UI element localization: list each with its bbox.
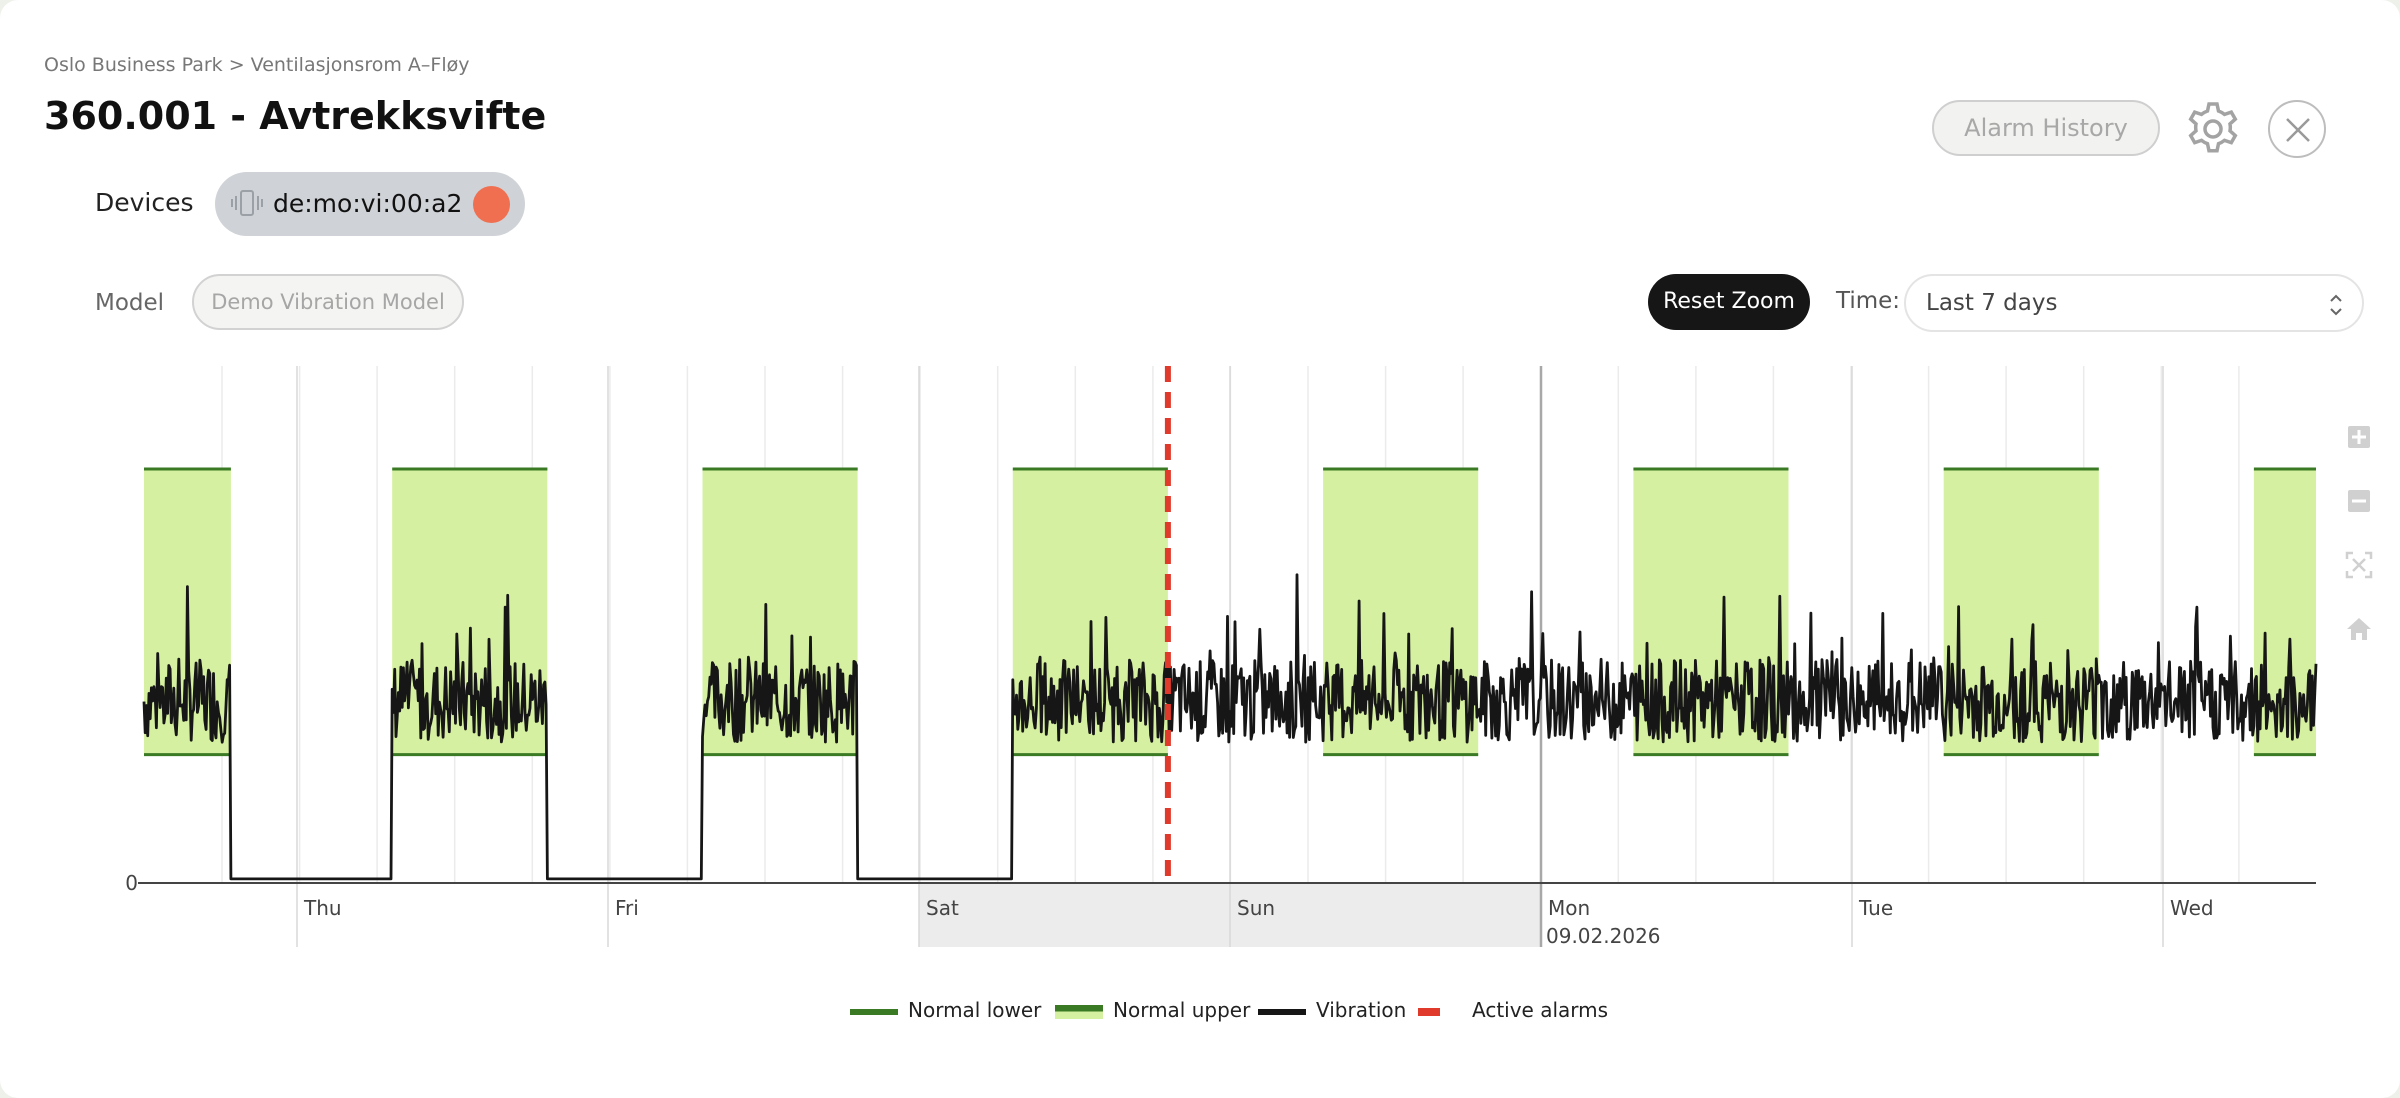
x-tick-label: Thu: [303, 896, 342, 920]
vibration-icon: [231, 190, 263, 216]
legend-swatch: [1055, 1005, 1103, 1019]
home-button[interactable]: [2342, 612, 2376, 646]
time-range-value: Last 7 days: [1926, 290, 2058, 316]
devices-label: Devices: [95, 188, 194, 217]
alarm-history-button[interactable]: Alarm History: [1932, 100, 2160, 156]
zoom-in-button[interactable]: [2342, 420, 2376, 454]
settings-button[interactable]: [2184, 100, 2242, 158]
y-tick-label: 0: [125, 871, 138, 895]
breadcrumb[interactable]: Oslo Business Park > Ventilasjonsrom A–F…: [44, 54, 470, 76]
vibration-line: [142, 573, 2318, 881]
time-label: Time:: [1836, 288, 1901, 314]
legend-swatch: [1418, 1008, 1440, 1016]
updown-chevron-icon: [2330, 294, 2342, 316]
close-icon: [2286, 118, 2310, 142]
legend-swatch: [850, 1009, 898, 1015]
device-id: de:mo:vi:00:a2: [273, 189, 463, 218]
autoscale-icon: [2345, 551, 2373, 579]
device-status-dot: [473, 186, 510, 223]
page-title: 360.001 - Avtrekksvifte: [44, 94, 547, 138]
model-label: Model: [95, 290, 165, 316]
reset-zoom-button[interactable]: Reset Zoom: [1648, 274, 1810, 330]
close-button[interactable]: [2268, 100, 2326, 158]
gear-icon: [2188, 102, 2238, 153]
zoom-in-icon: [2348, 426, 2370, 448]
x-tick-label: Mon: [1548, 896, 1590, 920]
zoom-out-button[interactable]: [2342, 484, 2376, 518]
x-tick-date-label: 09.02.2026: [1546, 924, 1661, 948]
x-tick-label: Fri: [615, 896, 639, 920]
x-tick-label: Wed: [2170, 896, 2214, 920]
legend-swatch: [1258, 1009, 1306, 1015]
home-icon: [2347, 618, 2371, 640]
zoom-out-icon: [2348, 490, 2370, 512]
model-chip[interactable]: Demo Vibration Model: [192, 274, 464, 330]
device-chip[interactable]: de:mo:vi:00:a2: [215, 172, 525, 236]
time-range-select[interactable]: Last 7 days: [1904, 274, 2364, 332]
x-tick-label: Sat: [926, 896, 959, 920]
x-tick-label: Sun: [1237, 896, 1275, 920]
autoscale-button[interactable]: [2342, 548, 2376, 582]
x-tick-label: Tue: [1858, 896, 1893, 920]
